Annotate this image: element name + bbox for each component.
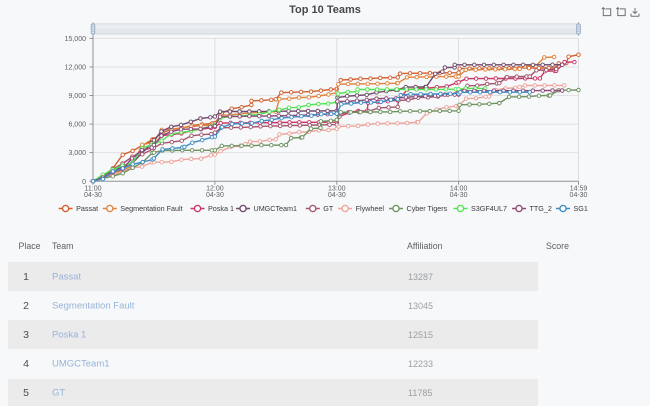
svg-text:GT: GT <box>323 204 334 213</box>
svg-text:04-30: 04-30 <box>570 192 588 199</box>
svg-text:04-30: 04-30 <box>328 192 346 199</box>
svg-text:0: 0 <box>82 179 86 186</box>
svg-text:SG1: SG1 <box>574 204 588 213</box>
svg-text:13:00: 13:00 <box>328 185 346 192</box>
svg-text:Poska 1: Poska 1 <box>208 204 234 213</box>
svg-text:04-30: 04-30 <box>206 192 224 199</box>
svg-text:S3GF4UL7: S3GF4UL7 <box>471 204 507 213</box>
svg-text:12,000: 12,000 <box>65 65 87 72</box>
svg-text:TTG_2: TTG_2 <box>530 204 552 213</box>
svg-text:Cyber Tigers: Cyber Tigers <box>407 204 448 213</box>
svg-text:Passat: Passat <box>76 204 98 213</box>
svg-text:Segmentation Fault: Segmentation Fault <box>120 204 182 213</box>
svg-text:15,000: 15,000 <box>65 36 87 43</box>
svg-text:14:00: 14:00 <box>450 185 468 192</box>
svg-text:04-30: 04-30 <box>450 192 468 199</box>
svg-text:UMGCTeam1: UMGCTeam1 <box>254 204 298 213</box>
svg-text:14:59: 14:59 <box>570 185 588 192</box>
svg-text:9,000: 9,000 <box>68 93 86 100</box>
svg-text:04-30: 04-30 <box>84 192 102 199</box>
svg-text:11:00: 11:00 <box>85 185 102 192</box>
svg-text:12:00: 12:00 <box>206 185 224 192</box>
svg-text:6,000: 6,000 <box>68 122 86 129</box>
svg-text:Flywheel: Flywheel <box>356 204 385 213</box>
svg-text:3,000: 3,000 <box>68 150 86 157</box>
